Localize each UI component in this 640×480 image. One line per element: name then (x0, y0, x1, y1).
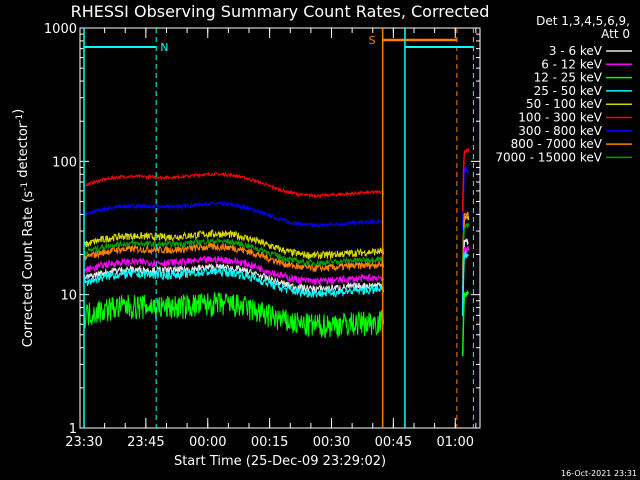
series-line-7 (83, 242, 384, 272)
legend-label-6: 300 - 800 keV (518, 124, 602, 138)
footer-date: 16-Oct-2021 23:31 (561, 469, 637, 478)
legend-label-4: 50 - 100 keV (526, 97, 603, 111)
y-label-part: detector (16, 122, 31, 182)
y-tick-label: 10 (60, 289, 77, 304)
legend-label-3: 25 - 50 keV (534, 84, 603, 98)
x-tick-label: 23:45 (127, 435, 164, 450)
night-label: N (160, 41, 168, 54)
legend-label-2: 12 - 25 keV (534, 71, 603, 85)
x-tick-label: 00:45 (375, 435, 412, 450)
series-recover-2 (461, 289, 469, 357)
series-line-2 (83, 291, 384, 339)
x-tick-label: 00:00 (189, 435, 226, 450)
chart-title: RHESSI Observing Summary Count Rates, Co… (71, 2, 490, 21)
legend-label-8: 7000 - 15000 keV (495, 150, 602, 164)
x-tick-label: 23:30 (65, 435, 102, 450)
y-label-superscript: -1 (20, 182, 30, 191)
series-recover-5 (461, 148, 470, 212)
y-tick-label: 100 (52, 155, 77, 170)
series-line-3 (83, 266, 384, 299)
legend-header-1: Det 1,3,4,5,6,9, (536, 14, 630, 28)
y-axis-label: Corrected Count Rate (s-1 detector-1) (11, 109, 36, 347)
legend-header-2: Att 0 (601, 27, 630, 41)
series-line-1 (83, 255, 384, 286)
series-line-0 (83, 262, 384, 295)
series-line-5 (83, 171, 384, 199)
legend-label-0: 3 - 6 keV (549, 44, 603, 58)
plot-frame (79, 27, 481, 429)
series-line-6 (83, 201, 384, 229)
y-label-part: Corrected Count Rate (s (21, 191, 36, 348)
legend-label-1: 6 - 12 keV (541, 57, 603, 71)
y-label-part: ) (11, 109, 26, 114)
y-tick-label: 1 (69, 422, 77, 437)
saa-label: S (369, 34, 376, 47)
x-axis-label: Start Time (25-Dec-09 23:29:02) (174, 454, 386, 469)
legend-label-5: 100 - 300 keV (518, 111, 602, 125)
series-recover-3 (461, 249, 469, 316)
series-line-8 (83, 236, 384, 268)
y-tick-label: 1000 (44, 22, 77, 37)
series-line-4 (83, 229, 384, 260)
legend-label-7: 800 - 7000 keV (511, 137, 603, 151)
x-tick-label: 00:30 (313, 435, 350, 450)
y-label-superscript: -1 (15, 114, 25, 123)
x-tick-label: 00:15 (251, 435, 288, 450)
x-tick-label: 01:00 (437, 435, 474, 450)
